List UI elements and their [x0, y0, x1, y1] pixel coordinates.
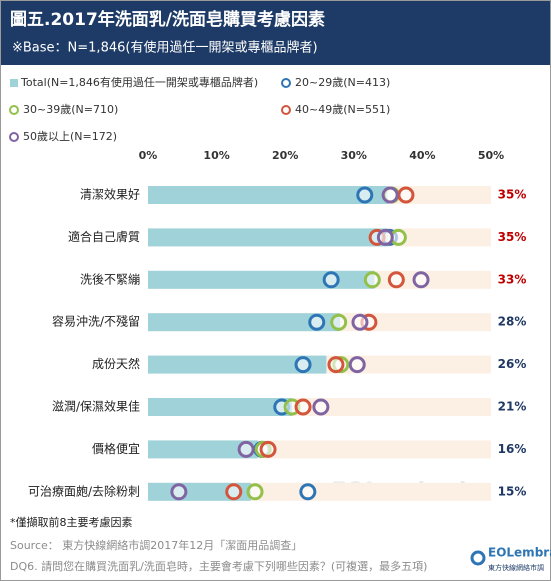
dot [397, 186, 415, 204]
bar [148, 186, 389, 204]
value-label: 35% [498, 230, 527, 244]
x-tick-label: 0% [139, 149, 158, 162]
x-tick-label: 10% [203, 149, 229, 162]
dot [259, 440, 277, 458]
dot [381, 186, 399, 204]
bar [148, 398, 293, 416]
value-label: 15% [498, 484, 527, 498]
category-label: 清潔效果好 [80, 187, 140, 202]
dot [330, 313, 348, 331]
legend-swatch [281, 78, 291, 88]
logo-subtitle: 東方快線網絡市調 [488, 563, 544, 572]
x-tick-label: 50% [478, 149, 504, 162]
legend-label: 50歲以上(N=172) [23, 129, 117, 143]
dot [246, 483, 264, 501]
dot [412, 271, 430, 289]
legend-label: 40~49歲(N=551) [295, 102, 390, 116]
category-label: 適合自己膚質 [68, 229, 140, 244]
value-label: 26% [498, 357, 527, 371]
category-label: 洗後不緊繃 [80, 271, 140, 286]
dot [376, 228, 394, 246]
source: Source： 東方快線網絡市調2017年12月「潔面用品調查」 [10, 538, 302, 552]
dot [170, 483, 188, 501]
dot [294, 398, 312, 416]
dot [356, 186, 374, 204]
dot [294, 356, 312, 374]
legend-swatch [9, 105, 19, 115]
dot [348, 356, 366, 374]
question: DQ6. 請問您在購買洗面乳/洗面皂時，主要會考慮下列哪些因素？(可複選，最多五… [10, 559, 427, 573]
x-tick-label: 20% [272, 149, 298, 162]
legend-label: Total(N=1,846有使用過任一開架或專櫃品牌者) [20, 75, 258, 89]
dot [308, 313, 326, 331]
dot [363, 271, 381, 289]
chart-title: 圖五.2017年洗面乳/洗面皂購買考慮因素 [10, 9, 325, 30]
bar [148, 440, 258, 459]
header [1, 1, 550, 65]
bar [148, 355, 327, 374]
dot [327, 356, 345, 374]
value-label: 33% [498, 272, 527, 286]
x-tick-label: 30% [341, 149, 367, 162]
category-label: 容易沖洗/不殘留 [52, 314, 140, 329]
dot [237, 440, 255, 458]
legend-swatch [281, 105, 291, 115]
dot [312, 398, 330, 416]
value-label: 35% [498, 188, 527, 202]
legend-swatch [9, 132, 19, 142]
legend-swatch [10, 79, 18, 87]
value-label: 16% [498, 442, 527, 456]
dot [387, 271, 405, 289]
bar [148, 313, 341, 332]
chart-subtitle: ※Base：N=1,846(有使用過任一開架或專櫃品牌者) [12, 40, 318, 56]
x-tick-label: 40% [409, 149, 435, 162]
bar [148, 228, 389, 247]
category-label: 價格便宜 [92, 441, 140, 456]
category-label: 可治療面皰/去除粉刺 [28, 483, 140, 498]
bar [148, 270, 375, 289]
dot [225, 483, 243, 501]
legend-label: 20~29歲(N=413) [295, 75, 390, 89]
dot [351, 313, 369, 331]
footnote: *僅擷取前8主要考慮因素 [10, 515, 133, 529]
value-label: 28% [498, 315, 527, 329]
legend-label: 30~39歲(N=710) [23, 102, 118, 116]
category-label: 成份天然 [92, 356, 140, 371]
logo-icon [470, 550, 486, 566]
dot [299, 483, 317, 501]
logo: EOLembrain [488, 546, 551, 560]
category-label: 滋潤/保濕效果佳 [52, 399, 140, 414]
value-label: 21% [498, 400, 527, 414]
dot [322, 271, 340, 289]
